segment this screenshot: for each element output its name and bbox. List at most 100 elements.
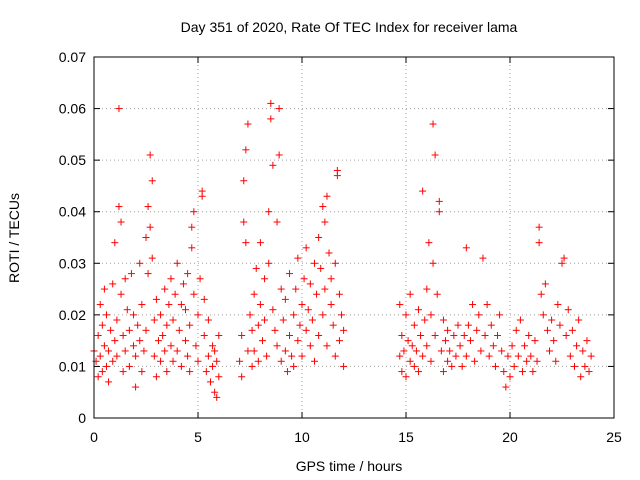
data-point (570, 362, 578, 370)
data-point (202, 368, 210, 376)
data-point (242, 239, 250, 247)
data-point (204, 352, 212, 360)
y-tick-label: 0.04 (59, 204, 86, 220)
data-point (188, 223, 196, 231)
data-point (96, 352, 104, 360)
data-point (98, 321, 106, 329)
data-point (319, 311, 327, 319)
data-point (94, 373, 102, 381)
data-point (173, 259, 181, 267)
data-point (506, 373, 514, 381)
data-point (240, 218, 248, 226)
data-point (144, 203, 152, 211)
data-point (294, 337, 302, 345)
data-point (315, 331, 323, 339)
data-point (144, 270, 152, 278)
data-point (304, 306, 312, 314)
y-tick-label: 0 (78, 410, 86, 426)
data-point (573, 342, 581, 350)
data-point (477, 347, 485, 355)
data-point (575, 316, 583, 324)
data-point (275, 151, 283, 159)
data-point (546, 347, 554, 355)
data-point (130, 342, 138, 350)
data-point (427, 311, 435, 319)
data-point (109, 280, 117, 288)
data-point (439, 368, 447, 376)
data-point (491, 362, 499, 370)
data-point (215, 373, 223, 381)
data-point (265, 259, 273, 267)
data-point (150, 352, 158, 360)
data-point (132, 352, 140, 360)
data-point (102, 362, 110, 370)
data-point (404, 337, 412, 345)
data-point (410, 362, 418, 370)
data-point (439, 316, 447, 324)
data-point (504, 352, 512, 360)
data-point (400, 347, 408, 355)
data-point (466, 337, 474, 345)
data-point (323, 192, 331, 200)
data-point (408, 342, 416, 350)
y-tick-label: 0.05 (59, 152, 86, 168)
data-point (533, 357, 541, 365)
data-point (508, 342, 516, 350)
data-point (398, 331, 406, 339)
data-point (161, 347, 169, 355)
data-point (548, 316, 556, 324)
data-point (539, 311, 547, 319)
data-point (125, 326, 133, 334)
data-point (146, 223, 154, 231)
data-point (140, 347, 148, 355)
data-point (469, 301, 477, 309)
data-point (335, 337, 343, 345)
data-point (531, 337, 539, 345)
data-point (581, 362, 589, 370)
x-tick-label: 25 (606, 429, 622, 445)
data-point (521, 342, 529, 350)
data-point (115, 105, 123, 113)
data-point (200, 331, 208, 339)
data-point (427, 357, 435, 365)
data-point (281, 347, 289, 355)
data-point (190, 208, 198, 216)
data-point (566, 352, 574, 360)
data-point (281, 295, 289, 303)
data-point (325, 249, 333, 257)
data-point (236, 357, 244, 365)
data-point (246, 311, 254, 319)
data-point (431, 151, 439, 159)
data-point (100, 285, 108, 293)
data-point (277, 357, 285, 365)
data-point (96, 301, 104, 309)
data-point (148, 177, 156, 185)
data-point (150, 316, 158, 324)
data-point (331, 352, 339, 360)
data-point (446, 347, 454, 355)
data-point (252, 264, 260, 272)
data-point (560, 254, 568, 262)
data-point (254, 321, 262, 329)
data-point (294, 254, 302, 262)
data-point (173, 347, 181, 355)
data-point (238, 373, 246, 381)
data-point (310, 259, 318, 267)
data-point (298, 301, 306, 309)
data-point (402, 311, 410, 319)
data-point (130, 311, 138, 319)
data-point (435, 197, 443, 205)
data-point (398, 368, 406, 376)
plot-frame (93, 56, 615, 419)
data-point (283, 368, 291, 376)
data-point (516, 316, 524, 324)
data-point (462, 244, 470, 252)
data-point (512, 326, 520, 334)
data-point (148, 254, 156, 262)
data-point (335, 290, 343, 298)
data-point (167, 342, 175, 350)
data-point (209, 342, 217, 350)
data-points (90, 99, 595, 401)
x-tick-label: 5 (194, 429, 202, 445)
grid-lines (94, 57, 614, 418)
